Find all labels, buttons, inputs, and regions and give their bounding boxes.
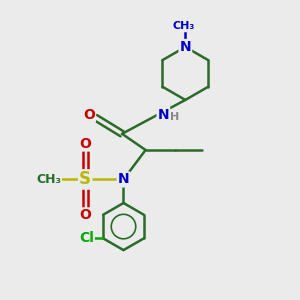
Text: N: N xyxy=(158,107,169,122)
Text: N: N xyxy=(179,40,191,54)
Text: O: O xyxy=(79,208,91,222)
Text: CH₃: CH₃ xyxy=(36,173,61,186)
Text: Cl: Cl xyxy=(79,231,94,245)
Text: O: O xyxy=(79,136,91,151)
Text: S: S xyxy=(79,170,91,188)
Text: O: O xyxy=(83,108,95,122)
Text: H: H xyxy=(170,112,179,122)
Text: CH₃: CH₃ xyxy=(173,21,195,31)
Text: N: N xyxy=(118,172,129,186)
